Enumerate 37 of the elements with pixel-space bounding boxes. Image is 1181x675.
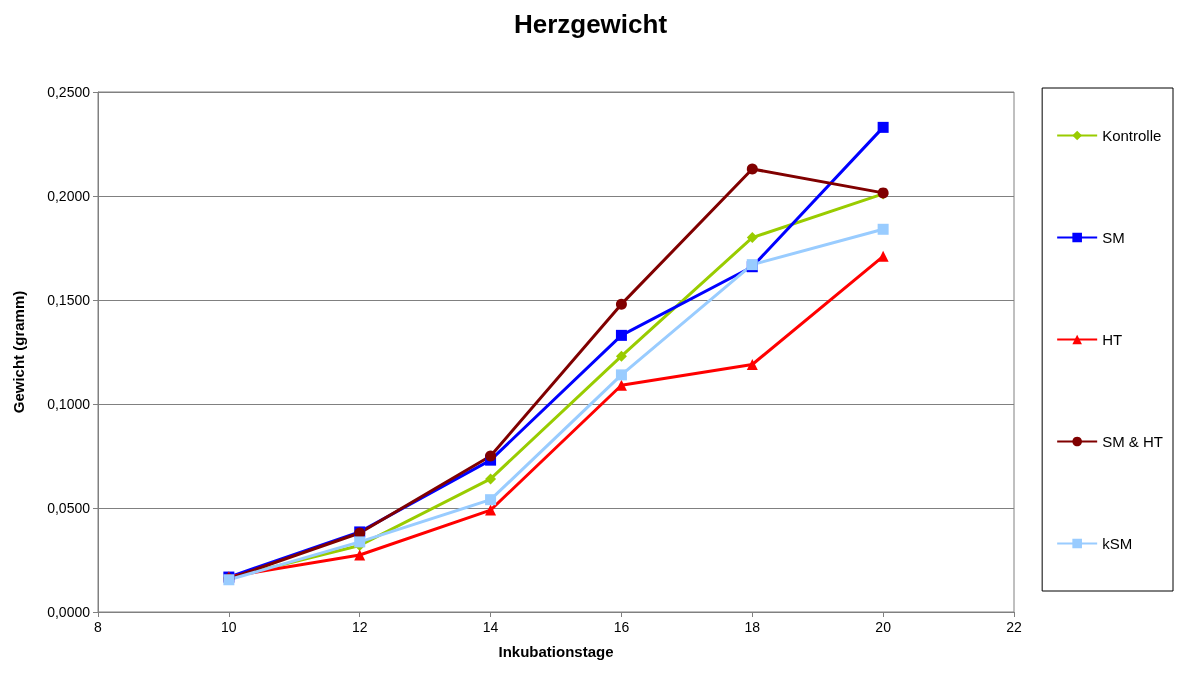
point [746, 358, 758, 370]
x-tick-label: 8 [94, 619, 103, 635]
x-tick-label: 22 [1006, 619, 1022, 635]
y-tick-label: 0,1500 [47, 292, 91, 308]
point [877, 223, 889, 235]
point [746, 232, 758, 244]
legend-label: Kontrolle [1102, 127, 1162, 144]
x-axis-title: Inkubationstage [498, 643, 614, 660]
point [615, 298, 627, 310]
y-tick-label: 0,0500 [47, 500, 91, 516]
legend-label: kSM [1102, 535, 1133, 552]
point [877, 121, 889, 133]
chart-title: Herzgewicht [513, 9, 668, 39]
point [485, 494, 497, 506]
y-tick-label: 0,0000 [47, 604, 91, 620]
point [615, 369, 627, 381]
y-tick-label: 0,2500 [47, 84, 91, 100]
legend-label: SM & HT [1102, 433, 1164, 450]
x-tick-label: 18 [744, 619, 761, 635]
y-tick-label: 0,1000 [47, 396, 91, 412]
legend-label: HT [1102, 331, 1123, 348]
legend-label: SM [1102, 229, 1125, 246]
point [485, 450, 497, 462]
x-tick-label: 20 [875, 619, 892, 635]
x-tick-label: 12 [351, 619, 368, 635]
x-tick-label: 10 [221, 619, 237, 635]
point [485, 504, 497, 516]
y-tick-label: 0,2000 [47, 188, 91, 204]
point [615, 350, 627, 362]
point [354, 549, 366, 561]
point [485, 473, 497, 485]
y-axis-title: Gewicht (gramm) [10, 290, 27, 414]
x-tick-label: 16 [613, 619, 630, 635]
point [877, 250, 889, 262]
point [615, 329, 627, 341]
point [746, 163, 758, 175]
x-tick-label: 14 [482, 619, 499, 635]
